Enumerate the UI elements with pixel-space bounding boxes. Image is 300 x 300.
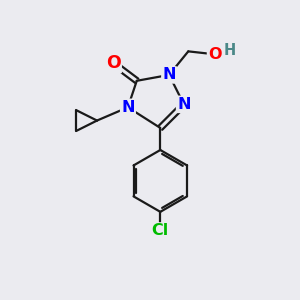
Text: O: O — [208, 47, 221, 62]
Text: N: N — [177, 97, 190, 112]
Text: Cl: Cl — [152, 224, 169, 238]
Text: H: H — [224, 43, 236, 58]
Text: N: N — [162, 68, 176, 82]
Text: O: O — [106, 54, 121, 72]
Text: N: N — [121, 100, 135, 115]
